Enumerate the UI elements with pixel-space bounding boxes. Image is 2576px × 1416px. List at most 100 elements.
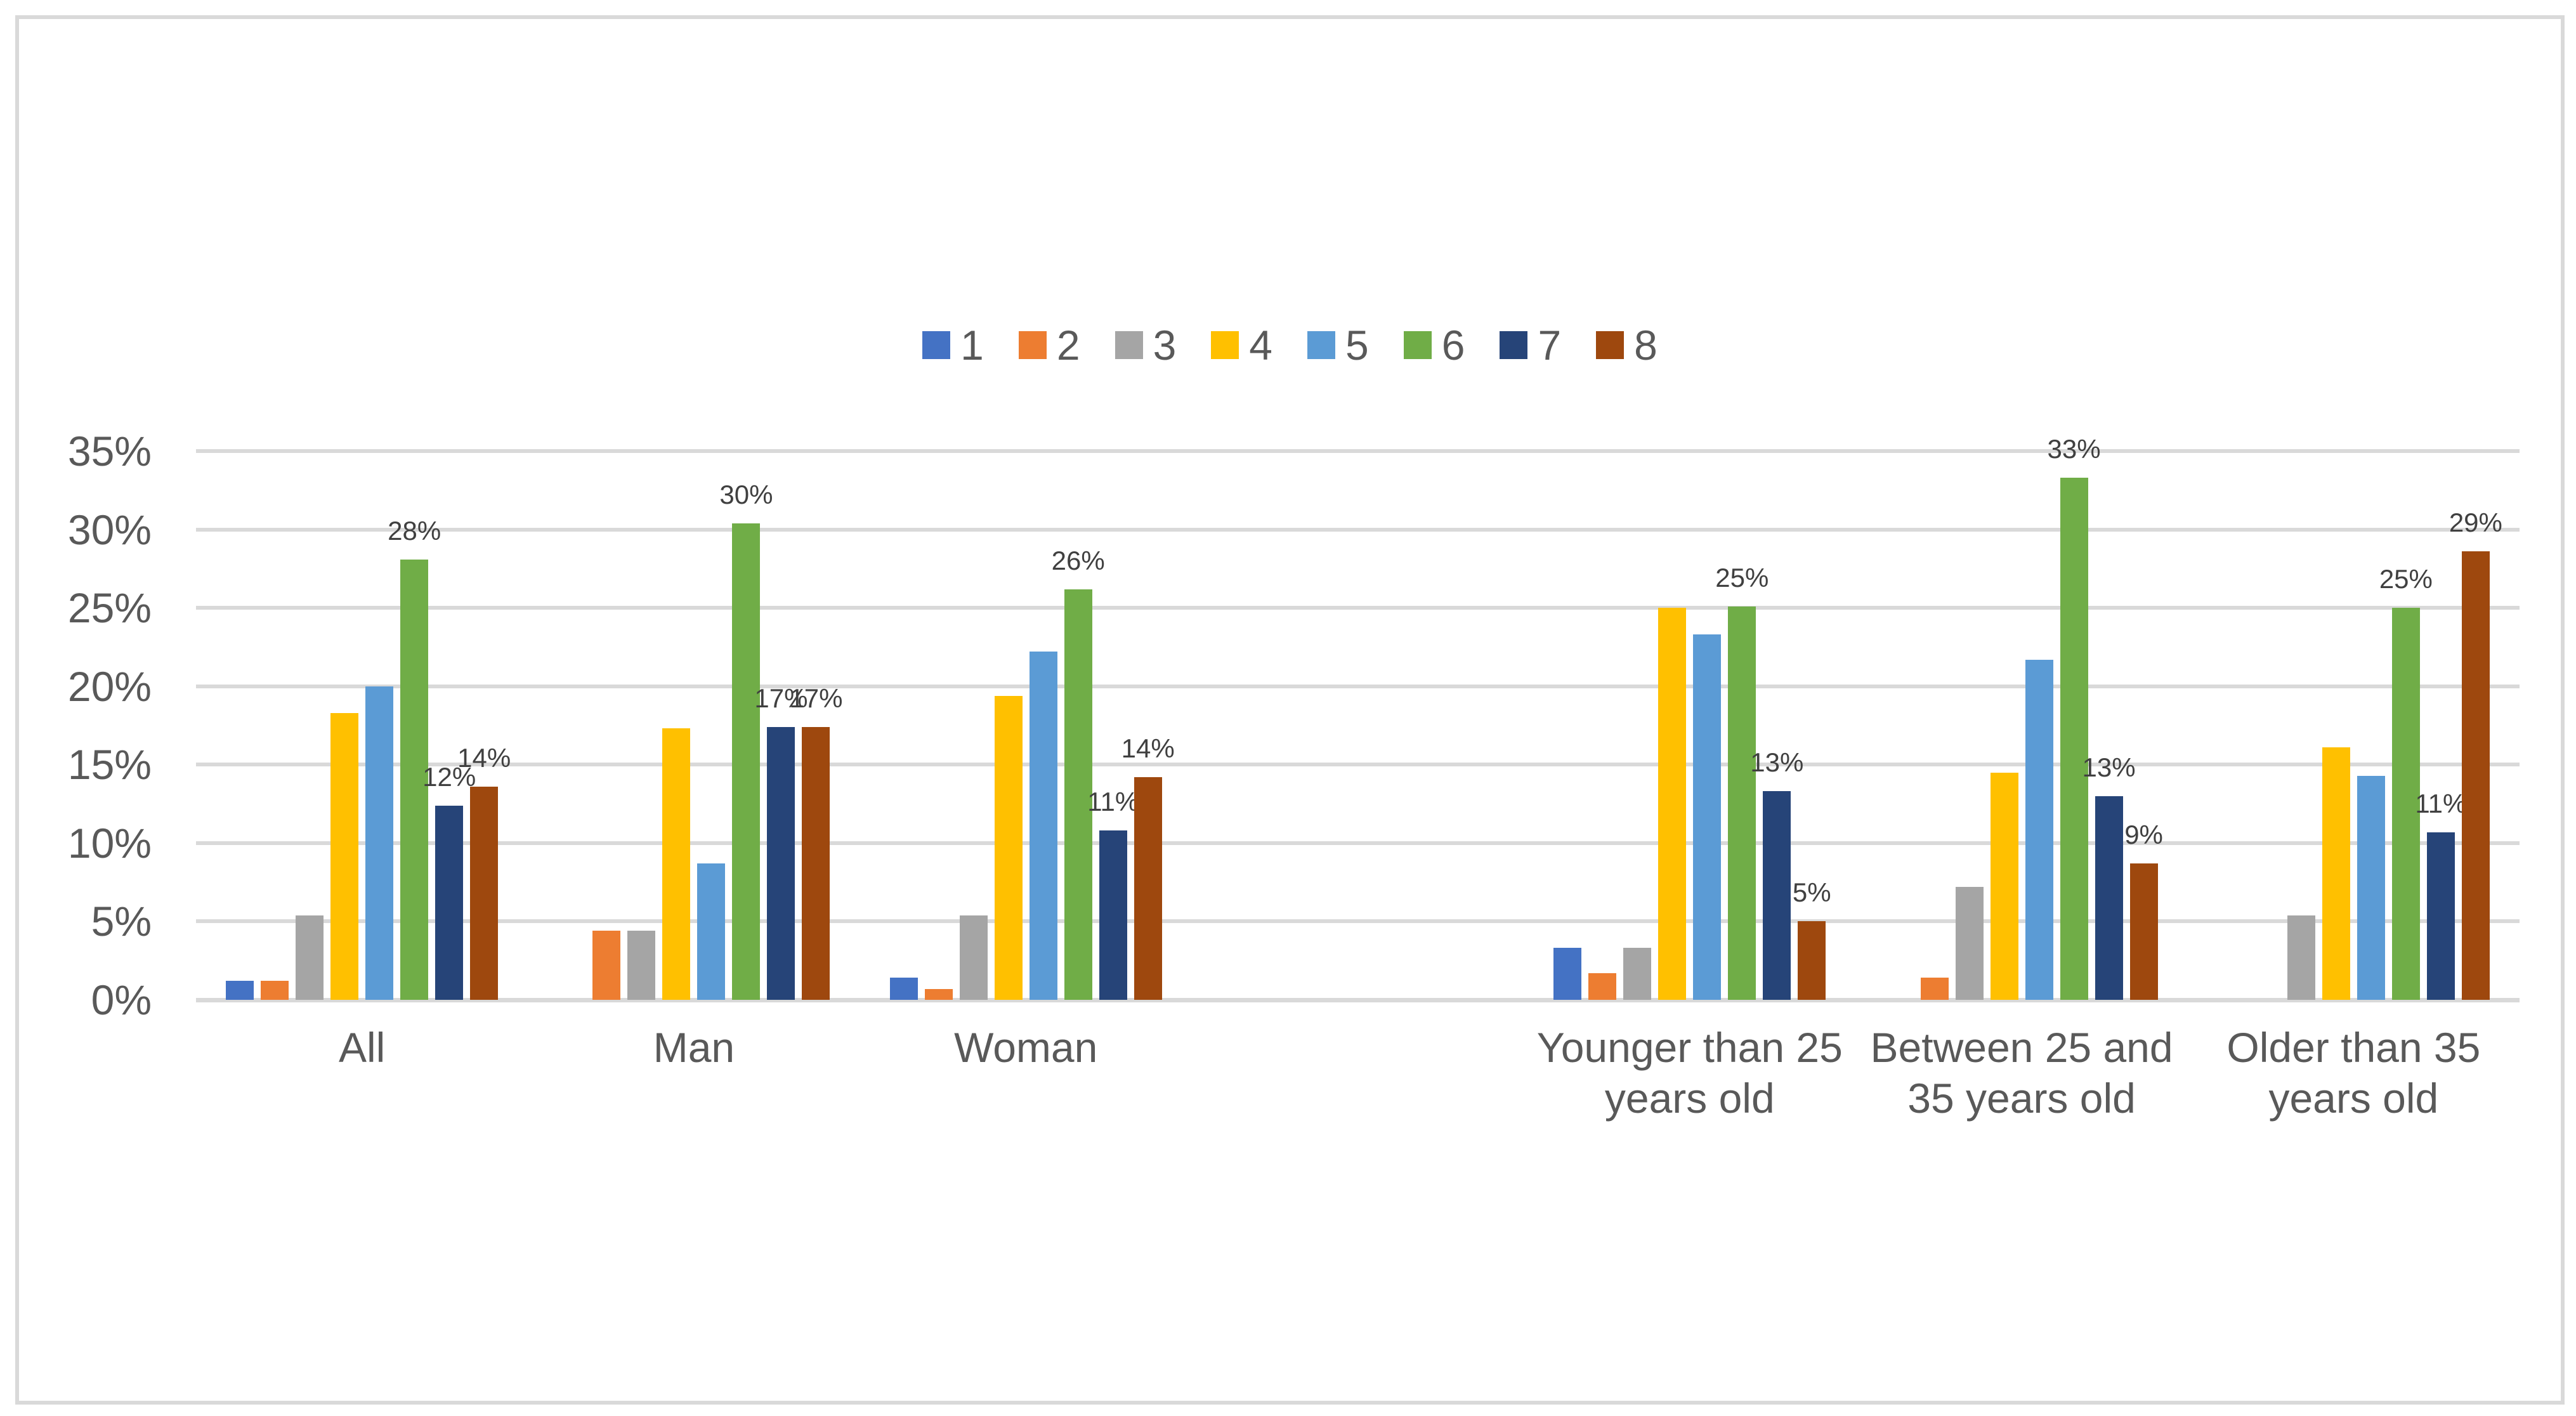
- x-axis-category-label-line: Between 25 and: [1870, 1024, 2173, 1071]
- legend-item-5: 5: [1307, 324, 1369, 366]
- data-label-series-8: 14%: [457, 742, 511, 773]
- data-label-series-8: 14%: [1121, 733, 1175, 764]
- bar-series-7: [435, 805, 464, 1000]
- legend-item-8: 8: [1596, 324, 1657, 366]
- gridline: [196, 449, 2520, 453]
- bar-series-2: [592, 931, 621, 1000]
- y-axis-tick-label: 25%: [67, 584, 152, 632]
- bar-series-7: [1763, 791, 1791, 1000]
- bar-series-1: [889, 978, 918, 1000]
- y-axis-tick-label: 35%: [67, 428, 152, 475]
- x-axis-category-label: Woman: [829, 1022, 1222, 1073]
- legend-swatch-icon: [1500, 331, 1528, 359]
- x-axis-category-label-line: years old: [2268, 1075, 2439, 1122]
- gridline: [196, 606, 2520, 610]
- category-group-spacer: [1192, 451, 1524, 1000]
- gridline: [196, 841, 2520, 845]
- data-label-series-6: 25%: [1715, 562, 1769, 593]
- y-axis-tick-label: 30%: [67, 506, 152, 553]
- bar-series-3: [296, 915, 324, 1000]
- x-axis-category-label: Man: [497, 1022, 891, 1073]
- x-axis-category-label-line: Man: [653, 1024, 735, 1071]
- legend-label: 6: [1441, 322, 1465, 369]
- bar-series-7: [2095, 796, 2123, 1000]
- category-group-woman: 26% 11% 14%: [860, 451, 1192, 1000]
- legend-label: 7: [1538, 322, 1562, 369]
- data-label-series-6: 33%: [2047, 434, 2101, 464]
- bar-series-8: [2129, 863, 2158, 1000]
- legend-label: 8: [1634, 322, 1657, 369]
- bar-series-1: [226, 981, 254, 1000]
- plot-area: 0% 5% 10% 15% 20% 25% 30% 35% 28% 12% 14% All 30% 17%…: [19, 19, 2561, 1401]
- legend-label: 3: [1153, 322, 1177, 369]
- bar-series-8: [2461, 551, 2490, 1000]
- chart-legend: 1 2 3 4 5 6 7 8: [19, 324, 2561, 366]
- bar-series-4: [330, 712, 359, 1000]
- bar-series-6: [1064, 589, 1092, 1000]
- category-group-younger-than-25-years-old: 25% 13% 5%: [1524, 451, 1855, 1000]
- bar-series-7: [1099, 830, 1127, 1000]
- category-group-between-25-and-35-years-old: 33% 13% 9%: [1855, 436, 2187, 1000]
- x-axis-category-label: Between 25 and 35 years old: [1825, 1022, 2218, 1124]
- bar-series-3: [959, 915, 988, 1000]
- bar-series-5: [2357, 775, 2385, 1000]
- legend-item-6: 6: [1403, 322, 1465, 369]
- data-label-series-8: 29%: [2449, 508, 2502, 538]
- legend-item-4: 4: [1211, 324, 1272, 366]
- x-axis-category-label-line: Younger than 25: [1536, 1024, 1843, 1071]
- x-axis-category-label-line: 35 years old: [1907, 1075, 2136, 1122]
- legend-swatch-icon: [1403, 331, 1432, 359]
- data-label-series-6: 30%: [719, 479, 773, 509]
- bar-series-1: [1553, 948, 1582, 1000]
- legend-label: 2: [1056, 322, 1080, 369]
- bar-series-5: [1029, 652, 1057, 1000]
- legend-item-3: 3: [1115, 322, 1177, 369]
- bar-series-4: [2322, 747, 2350, 1000]
- x-axis-category-label-line: Woman: [954, 1024, 1098, 1071]
- data-label-series-7: 13%: [2082, 752, 2136, 782]
- x-axis-category-label: Older than 35 years old: [2157, 1022, 2550, 1124]
- legend-swatch-icon: [1596, 331, 1625, 359]
- y-axis-tick-label: 5%: [91, 898, 152, 945]
- legend-item-2: 2: [1018, 322, 1080, 369]
- category-group-older-than-35-years-old: 25% 11% 29%: [2188, 451, 2520, 1000]
- bar-series-8: [1134, 777, 1162, 1000]
- data-label-series-6: 25%: [2379, 564, 2433, 594]
- data-label-series-6: 26%: [1051, 545, 1105, 575]
- legend-item-7: 7: [1500, 324, 1561, 366]
- data-label-series-7: 17%: [754, 683, 808, 713]
- data-label-series-7: 13%: [1750, 747, 1804, 778]
- category-group-all: 28% 12% 14%: [196, 451, 528, 1000]
- data-label-series-7: 11%: [2415, 788, 2467, 818]
- legend-swatch-icon: [1307, 331, 1335, 359]
- legend-label: 4: [1249, 322, 1272, 369]
- x-axis-category-label-line: All: [338, 1024, 386, 1071]
- bar-series-3: [1955, 887, 1984, 1000]
- bar-series-6: [400, 559, 429, 1000]
- data-label-series-8: 5%: [1792, 877, 1831, 908]
- bar-series-8: [470, 786, 499, 1000]
- gridline: [196, 763, 2520, 767]
- bar-series-2: [924, 988, 953, 1000]
- bar-series-4: [1658, 608, 1687, 1000]
- legend-swatch-icon: [1211, 331, 1239, 359]
- bar-series-4: [1990, 772, 2018, 1000]
- data-label-series-6: 28%: [388, 515, 441, 546]
- bar-series-2: [261, 981, 289, 1000]
- bar-series-5: [2025, 659, 2053, 1000]
- bar-series-3: [627, 931, 656, 1000]
- data-label-series-7: 12%: [422, 761, 476, 792]
- bar-series-8: [1798, 921, 1826, 1000]
- bar-series-4: [662, 728, 691, 1000]
- legend-swatch-icon: [1018, 331, 1047, 359]
- bar-series-3: [1623, 948, 1652, 1000]
- legend-item-1: 1: [922, 324, 984, 366]
- legend-label: 1: [960, 322, 984, 369]
- bar-series-8: [802, 726, 830, 1000]
- x-axis-category-label: All: [166, 1022, 559, 1073]
- bar-series-6: [1728, 606, 1756, 1000]
- bar-series-6: [2060, 478, 2088, 1000]
- bar-series-5: [697, 863, 726, 1000]
- bar-series-7: [2426, 832, 2455, 1000]
- x-axis-category-label-line: years old: [1604, 1075, 1775, 1122]
